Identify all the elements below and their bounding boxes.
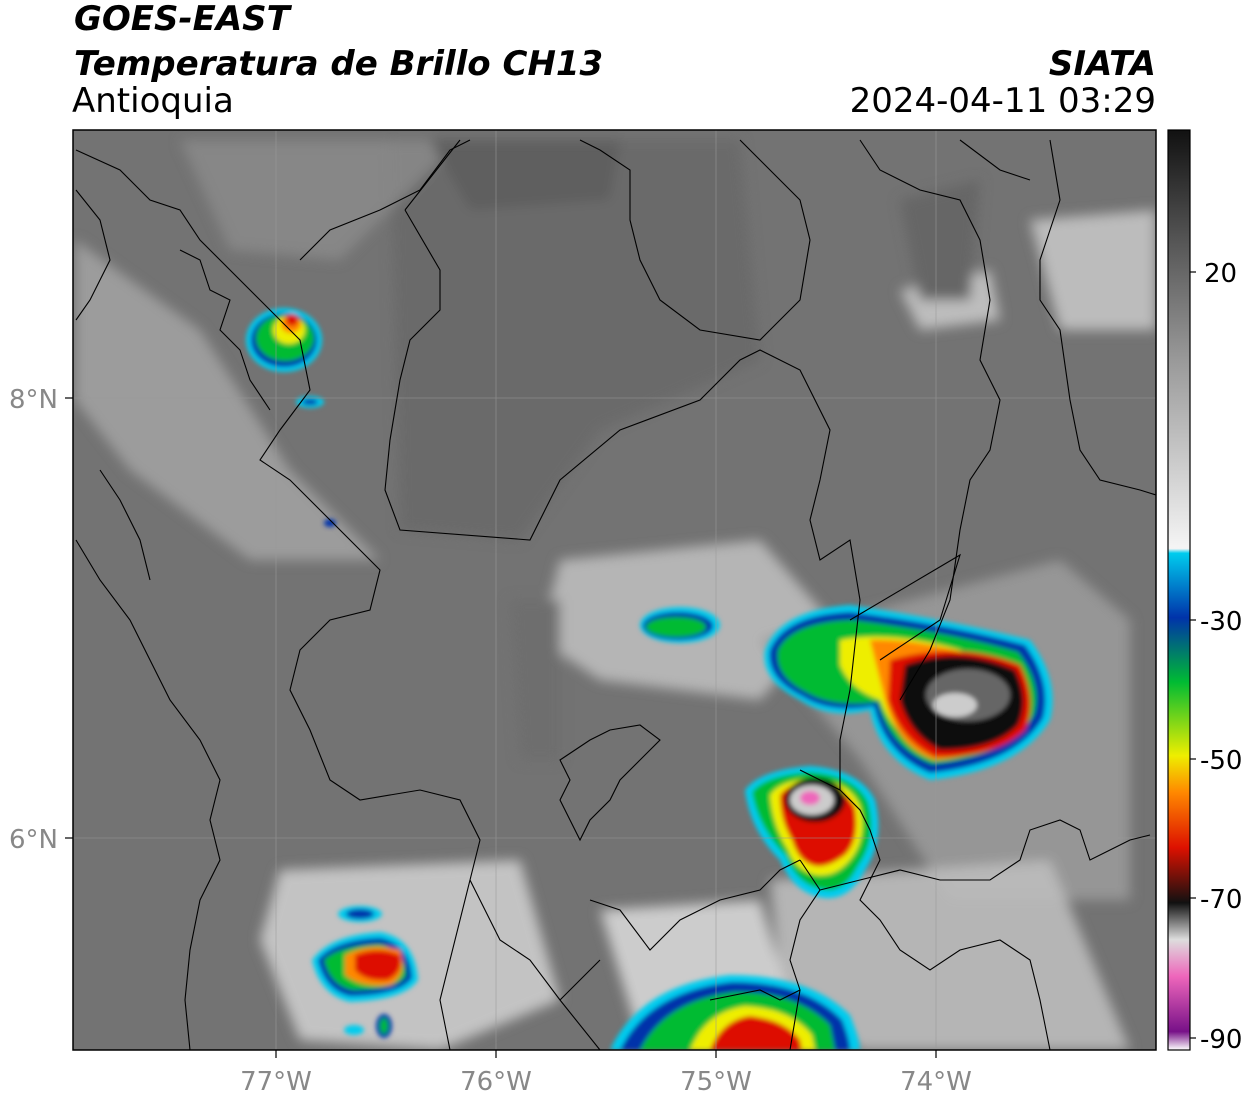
satellite-title: GOES-EAST <box>74 0 290 39</box>
colorbar-label-minus50: -50 <box>1200 746 1242 776</box>
storm-cell-medellin <box>745 766 879 899</box>
product-title: Temperatura de Brillo CH13 <box>74 44 604 84</box>
graticule <box>73 130 1156 1050</box>
colorbar-label-minus90: -90 <box>1200 1025 1242 1055</box>
satellite-image <box>73 130 1156 1050</box>
region-label: Antioquia <box>72 81 234 121</box>
storm-cell-south <box>610 975 860 1050</box>
boundaries <box>75 139 1156 1050</box>
colorbar-label-20: 20 <box>1204 259 1237 289</box>
timestamp-label: 2024-04-11 03:29 <box>849 81 1156 121</box>
colorbar-label-minus30: -30 <box>1200 607 1242 637</box>
lon-label-77: 77°W <box>240 1067 312 1097</box>
colorbar-label-minus70: -70 <box>1200 885 1242 915</box>
lon-label-75: 75°W <box>680 1067 752 1097</box>
organization-label: SIATA <box>1048 44 1156 84</box>
lat-label-8: 8°N <box>9 385 58 415</box>
lon-label-74: 74°W <box>900 1067 972 1097</box>
map-frame <box>72 129 1157 1051</box>
storm-cell-center <box>640 607 720 643</box>
storm-cell-magdalena <box>764 605 1053 780</box>
lon-label-76: 76°W <box>460 1067 532 1097</box>
axis-ticks <box>65 397 937 1058</box>
storm-cell-choco <box>312 906 418 1038</box>
lat-label-6: 6°N <box>9 825 58 855</box>
colorbar: 20 -30 -50 -70 -90 <box>1167 129 1242 1055</box>
